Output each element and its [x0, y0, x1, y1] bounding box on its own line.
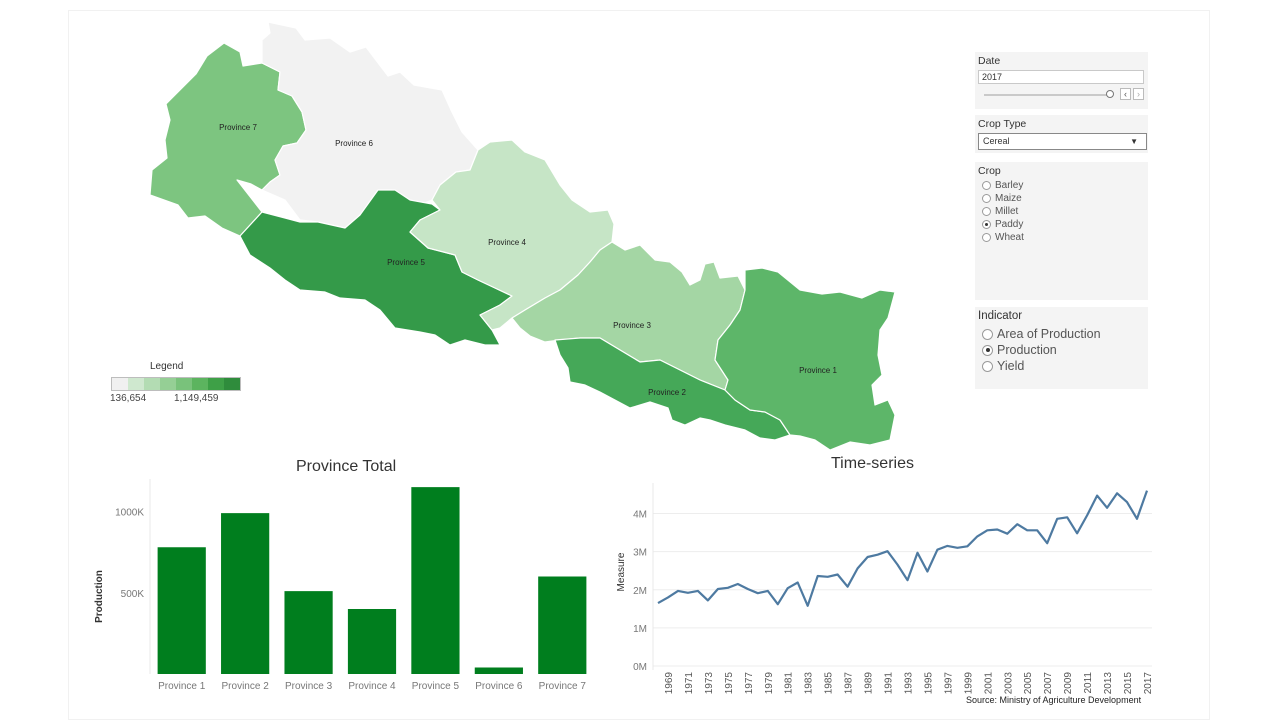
source-note: Source: Ministry of Agriculture Developm…: [966, 695, 1142, 705]
radio-button-icon[interactable]: [982, 360, 993, 372]
radio-button-icon[interactable]: [982, 328, 993, 340]
indicator-option-label: Production: [997, 343, 1057, 357]
date-filter-label: Date: [978, 55, 1001, 67]
crop-filter-label: Crop: [978, 165, 1001, 177]
bar-chart-title: Province Total: [296, 458, 397, 475]
legend-swatch: [112, 378, 128, 390]
crop-type-filter-label: Crop Type: [978, 118, 1027, 130]
legend-swatch: [224, 378, 240, 390]
province-2-region[interactable]: [554, 337, 791, 441]
crop-option-wheat[interactable]: Wheat: [982, 232, 1145, 243]
crop-option-label: Millet: [995, 206, 1019, 217]
radio-button-icon[interactable]: [982, 344, 993, 356]
province-1-region[interactable]: [714, 267, 896, 451]
legend-title: Legend: [150, 361, 184, 372]
legend-color-scale: [111, 377, 241, 391]
date-input[interactable]: 2017: [978, 70, 1144, 84]
indicator-radio-list: Area of Production Production Yield: [978, 327, 1145, 373]
province-2-label: Province 2: [648, 388, 686, 397]
province-5-label: Province 5: [387, 258, 425, 267]
dashboard-frame: [68, 10, 1210, 720]
crop-radio-list: Barley Maize Millet Paddy Wheat: [978, 180, 1145, 243]
indicator-filter-label: Indicator: [978, 310, 1023, 322]
date-filter-panel: Date 2017 ‹ ›: [975, 52, 1148, 109]
indicator-option-area-of-production[interactable]: Area of Production: [982, 327, 1145, 341]
date-slider-handle[interactable]: [1106, 90, 1114, 98]
crop-type-dropdown[interactable]: Cereal ▼: [978, 133, 1147, 150]
crop-option-maize[interactable]: Maize: [982, 193, 1145, 204]
crop-option-barley[interactable]: Barley: [982, 180, 1145, 191]
indicator-option-label: Yield: [997, 359, 1025, 373]
legend-swatch: [176, 378, 192, 390]
legend-min-value: 136,654: [110, 393, 147, 404]
line-chart-title: Time-series: [831, 455, 914, 472]
indicator-option-production[interactable]: Production: [982, 343, 1145, 357]
province-6-label: Province 6: [335, 139, 373, 148]
radio-button-icon[interactable]: [982, 233, 991, 242]
date-next-button[interactable]: ›: [1133, 88, 1144, 100]
province-3-label: Province 3: [613, 321, 651, 330]
radio-button-icon[interactable]: [982, 181, 991, 190]
date-slider-track[interactable]: [984, 94, 1110, 96]
legend-max-value: 1,149,459: [174, 393, 219, 404]
crop-option-label: Wheat: [995, 232, 1024, 243]
indicator-filter-panel: Indicator Area of Production Production Yi…: [975, 307, 1148, 389]
chevron-down-icon[interactable]: ▼: [1130, 137, 1138, 146]
radio-button-icon[interactable]: [982, 194, 991, 203]
date-slider[interactable]: ‹ ›: [978, 87, 1145, 103]
crop-option-label: Barley: [995, 180, 1024, 191]
legend-swatch: [208, 378, 224, 390]
crop-option-paddy[interactable]: Paddy: [982, 219, 1145, 230]
radio-button-icon[interactable]: [982, 207, 991, 216]
indicator-option-label: Area of Production: [997, 327, 1101, 341]
radio-button-icon[interactable]: [982, 220, 991, 229]
date-prev-button[interactable]: ‹: [1120, 88, 1131, 100]
indicator-option-yield[interactable]: Yield: [982, 359, 1145, 373]
legend-swatch: [192, 378, 208, 390]
crop-type-filter-panel: Crop Type Cereal ▼: [975, 115, 1148, 153]
crop-type-selected-value: Cereal: [983, 136, 1010, 146]
province-1-label: Province 1: [799, 366, 837, 375]
crop-filter-panel: Crop Barley Maize Millet Paddy Wheat: [975, 162, 1148, 300]
crop-option-millet[interactable]: Millet: [982, 206, 1145, 217]
legend-swatch: [144, 378, 160, 390]
province-7-label: Province 7: [219, 123, 257, 132]
province-4-label: Province 4: [488, 238, 526, 247]
legend-swatch: [128, 378, 144, 390]
legend-swatch: [160, 378, 176, 390]
crop-option-label: Paddy: [995, 219, 1024, 230]
crop-option-label: Maize: [995, 193, 1022, 204]
